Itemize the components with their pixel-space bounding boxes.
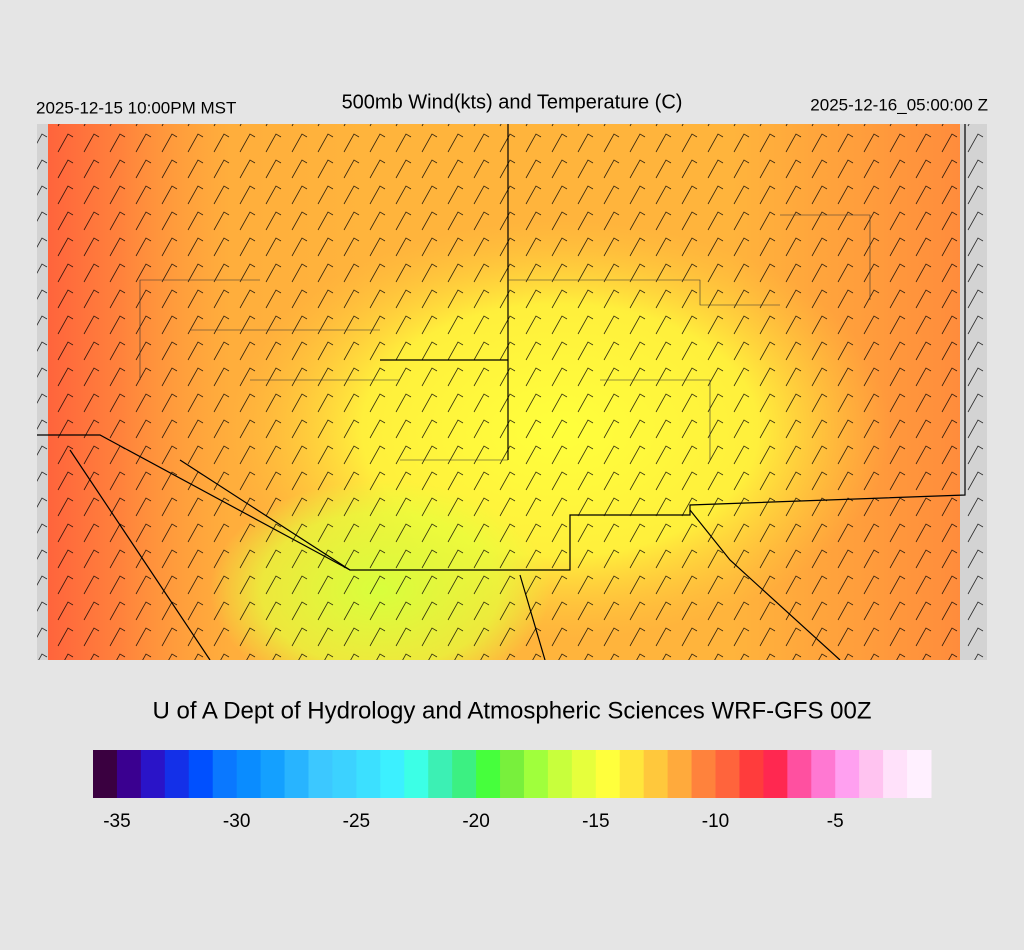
map (37, 124, 987, 660)
colorbar-swatch (571, 750, 597, 798)
colorbar-swatch (691, 750, 717, 798)
colorbar-swatch (284, 750, 309, 798)
colorbar-swatch (523, 750, 549, 798)
colorbar-swatch (236, 750, 262, 798)
colorbar-swatch (835, 750, 860, 798)
colorbar-swatch (595, 750, 621, 798)
colorbar-swatch (404, 750, 429, 798)
colorbar-swatch (140, 750, 166, 798)
colorbar-tick-label: -15 (582, 811, 609, 832)
colorbar-tick-label: -35 (103, 811, 130, 832)
colorbar-tick-label: -5 (827, 811, 844, 832)
colorbar-swatch (332, 750, 357, 798)
credit: U of A Dept of Hydrology and Atmospheric… (153, 697, 872, 724)
colorbar-swatch (739, 750, 764, 798)
colorbar-swatch (859, 750, 884, 798)
colorbar-tick-label: -25 (343, 811, 370, 832)
valid-time-utc: 2025-12-16_05:00:00 Z (810, 95, 988, 114)
colorbar-swatch (116, 750, 142, 798)
colorbar-swatch (260, 750, 286, 798)
colorbar-tick-label: -10 (702, 811, 729, 832)
colorbar-swatch (212, 750, 238, 798)
colorbar-swatch (667, 750, 693, 798)
colorbar-swatch (907, 750, 932, 798)
colorbar-swatch (715, 750, 740, 798)
colorbar-swatch (428, 750, 453, 798)
colorbar-swatch (476, 750, 501, 798)
colorbar-swatch (93, 750, 118, 798)
colorbar-swatch (883, 750, 908, 798)
colorbar-swatch (811, 750, 836, 798)
colorbar-tick-label: -30 (223, 811, 250, 832)
colorbar-swatch (643, 750, 669, 798)
colorbar-swatch (547, 750, 573, 798)
colorbar-tick-label: -20 (462, 811, 489, 832)
colorbar-swatch (763, 750, 788, 798)
colorbar-swatch (619, 750, 645, 798)
map-title: 500mb Wind(kts) and Temperature (C) (342, 91, 683, 113)
colorbar-swatch (356, 750, 381, 798)
colorbar-swatch (787, 750, 812, 798)
colorbar-swatch (308, 750, 333, 798)
colorbar-swatch (452, 750, 477, 798)
colorbar-swatch (188, 750, 214, 798)
colorbar: -35 -30 -25 -20 -15 -10 -5 (93, 750, 932, 832)
colorbar-swatch (164, 750, 190, 798)
valid-time-local: 2025-12-15 10:00PM MST (36, 98, 236, 117)
colorbar-swatch (380, 750, 405, 798)
colorbar-swatch (500, 750, 525, 798)
